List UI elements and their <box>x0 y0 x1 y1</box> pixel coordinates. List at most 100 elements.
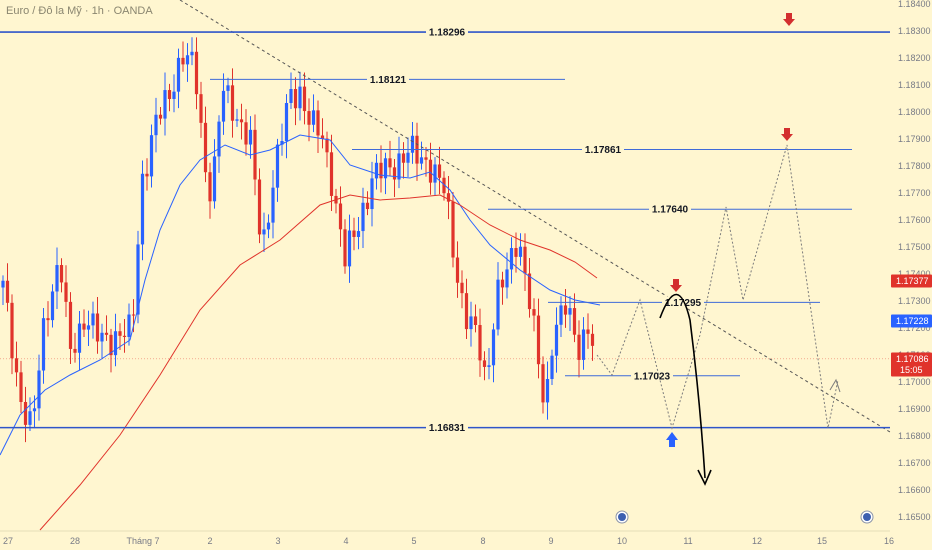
candle-body <box>95 313 100 342</box>
candle-body <box>523 246 527 274</box>
candle-body <box>527 273 532 310</box>
candle-body <box>235 119 239 121</box>
price-tag-1.17228 <box>891 314 932 328</box>
event-flag-us-icon-inner <box>618 513 626 521</box>
projection-path <box>596 144 839 430</box>
y-tick-label: 1.17300 <box>898 296 931 306</box>
sell-arrow-icon <box>670 279 682 292</box>
candle-body <box>397 153 401 180</box>
level-label-1.17295: 1.17295 <box>665 298 702 309</box>
candle-body <box>586 329 590 334</box>
y-tick-label: 1.16900 <box>898 404 931 414</box>
y-tick-label: 1.18100 <box>898 80 931 90</box>
candle-body <box>109 334 113 356</box>
candle-body <box>10 302 14 359</box>
price-tag-label: 1.17228 <box>896 316 929 326</box>
candle-body <box>136 244 140 315</box>
candle-body <box>473 316 478 326</box>
candle-body <box>460 282 464 294</box>
projection-arrow-tip <box>829 378 841 393</box>
candle-body <box>271 187 275 223</box>
candle-body <box>509 248 514 270</box>
candle-body <box>442 177 446 194</box>
candle-body <box>167 90 172 99</box>
candle-body <box>100 332 104 342</box>
level-label-bg <box>649 203 691 216</box>
candle-body <box>532 309 536 316</box>
candle-body <box>325 138 329 153</box>
candle-body <box>154 114 158 136</box>
candle-body <box>347 230 352 267</box>
candle-body <box>410 135 415 153</box>
candle-body <box>77 323 82 353</box>
candle-body <box>104 332 109 335</box>
candle-body <box>176 57 181 92</box>
candle-body <box>149 135 154 177</box>
candle-body <box>383 158 388 179</box>
candle-body <box>257 179 262 235</box>
candle-body <box>28 411 32 425</box>
candle-body <box>419 157 424 164</box>
candle-body <box>568 308 572 315</box>
candle-body <box>311 110 316 125</box>
level-label-1.17023: 1.17023 <box>634 371 671 382</box>
ema-fast-line <box>0 134 601 456</box>
candle-body <box>230 85 235 121</box>
x-tick-label: 10 <box>617 536 627 546</box>
y-tick-label: 1.18300 <box>898 26 931 36</box>
candle-body <box>118 331 122 336</box>
candle-body <box>226 85 230 91</box>
price-tag-1.17086 <box>891 352 932 377</box>
candle-body <box>370 178 374 210</box>
level-label-1.18296: 1.18296 <box>429 28 466 39</box>
candle-body <box>275 144 280 188</box>
candle-body <box>194 51 199 95</box>
candle-body <box>253 129 257 180</box>
y-tick-label: 1.17500 <box>898 242 931 252</box>
candle-body <box>127 314 131 337</box>
level-label-bg <box>662 296 704 309</box>
price-tag-countdown: 15:05 <box>900 365 923 375</box>
x-tick-label: Tháng 7 <box>126 536 159 546</box>
candle-body <box>293 89 298 109</box>
candle-body <box>365 202 370 210</box>
y-tick-label: 1.16500 <box>898 512 931 522</box>
candle-body <box>91 313 95 326</box>
candle-body <box>185 55 190 65</box>
candle-body <box>590 333 595 346</box>
candle-body <box>122 335 127 337</box>
candle-body <box>496 279 500 330</box>
candle-body <box>374 162 379 179</box>
event-flag-eu-icon-inner <box>863 513 871 521</box>
candle-body <box>302 86 307 112</box>
candle-body <box>514 248 518 257</box>
candle-body <box>239 119 244 123</box>
trend-line <box>179 0 891 433</box>
candle-body <box>55 265 59 292</box>
candle-body <box>145 173 149 177</box>
candle-body <box>478 325 482 361</box>
candle-body <box>190 51 194 56</box>
y-tick-label: 1.18400 <box>898 0 931 9</box>
candle-body <box>379 162 383 179</box>
candle-body <box>433 164 437 183</box>
candle-body <box>37 370 41 409</box>
candle-body <box>64 282 68 302</box>
x-tick-label: 12 <box>752 536 762 546</box>
candle-body <box>262 229 266 235</box>
candle-body <box>1 280 5 288</box>
candle-body <box>32 408 37 412</box>
reversal-arrow <box>659 293 706 479</box>
candle-body <box>46 318 50 321</box>
ema-slow-line <box>39 194 598 531</box>
candle-body <box>338 203 343 230</box>
x-tick-label: 27 <box>3 536 13 546</box>
candle-body <box>352 230 356 237</box>
candle-body <box>217 121 221 157</box>
y-tick-label: 1.17000 <box>898 377 931 387</box>
candle-body <box>500 279 505 288</box>
level-label-1.16831: 1.16831 <box>429 423 466 434</box>
candle-body <box>316 110 320 136</box>
